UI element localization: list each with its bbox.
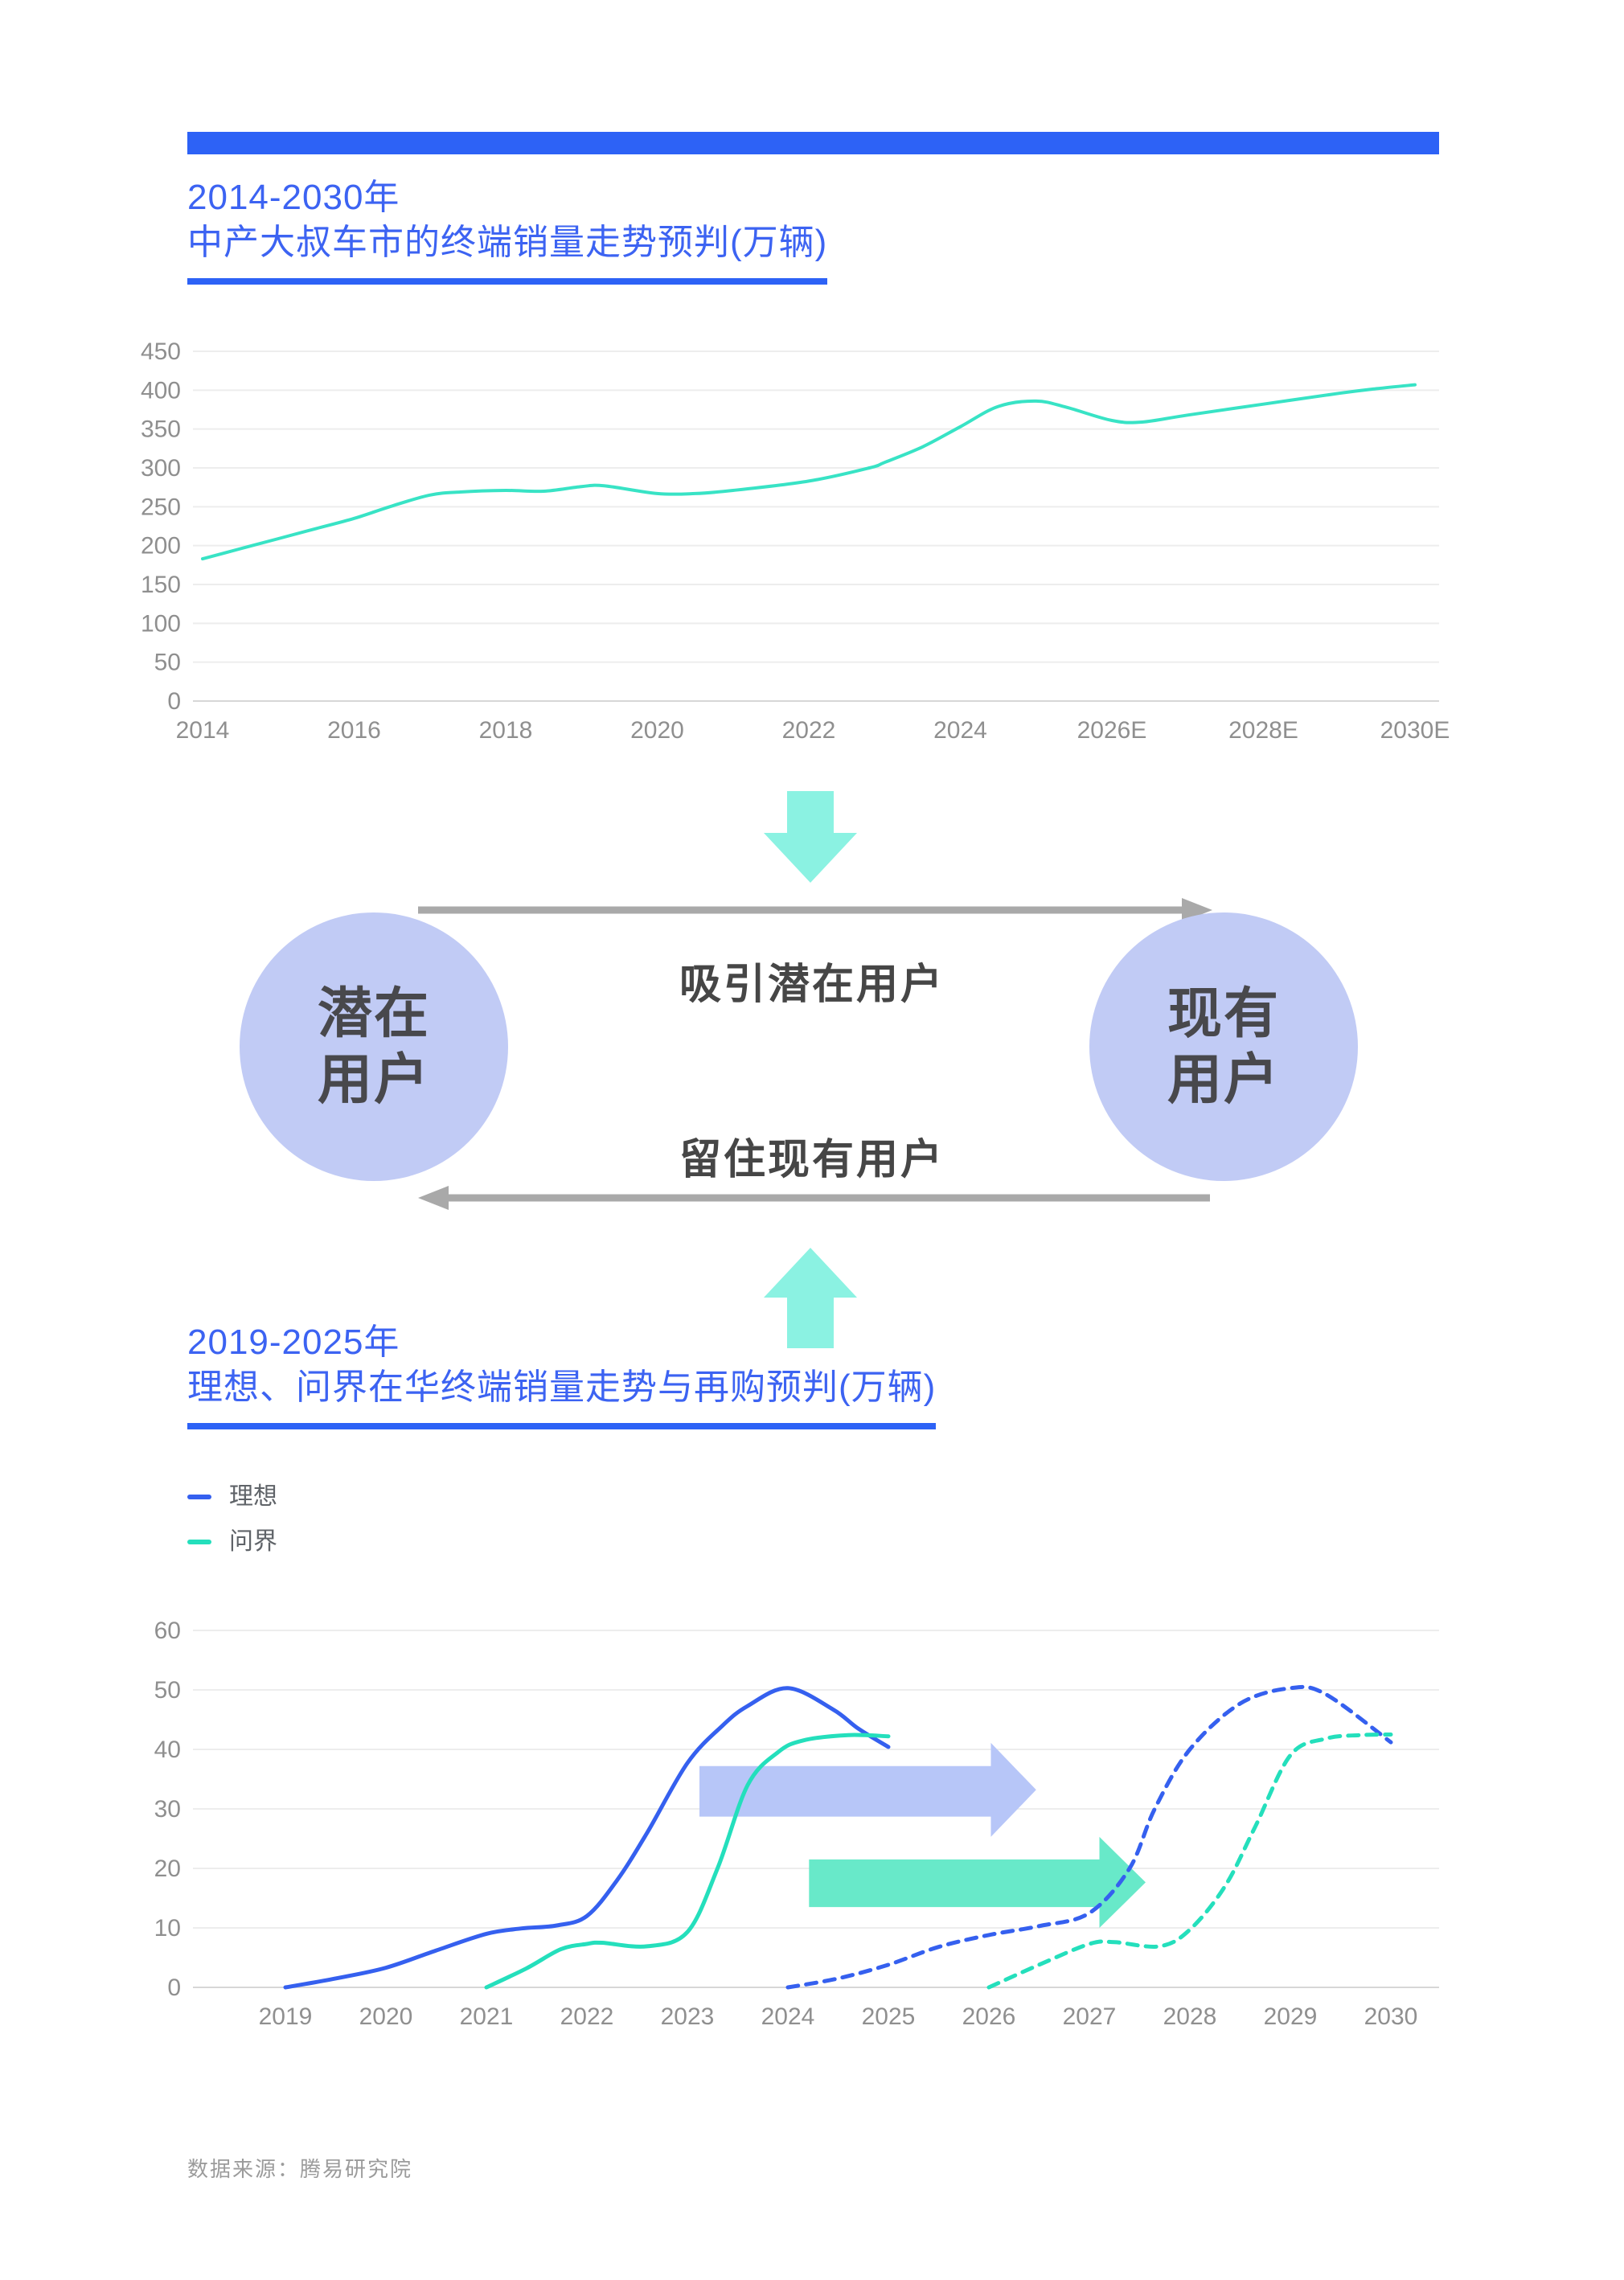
x-axis-label-2028E: 2028E [1228,717,1298,744]
y-axis-label-10: 10 [154,1915,181,1942]
x-axis-label-2020: 2020 [359,2003,413,2030]
x-axis-label-2026: 2026 [962,2003,1016,2030]
legend-item-lixiang: 理想 [187,1483,277,1511]
section2-title: 2019-2025年 理想、问界在华终端销量走势与再购预判(万辆) [187,1320,937,1429]
potential-users-label-line1: 潜在 [317,983,430,1044]
x-axis-label-2025: 2025 [862,2003,916,2030]
header-accent-bar [187,132,1439,154]
y-axis-label-0: 0 [167,1974,181,2001]
series-line-2-dashed [785,1684,1393,1990]
y-axis-label-50: 50 [154,650,181,676]
y-axis-label-50: 50 [154,1677,181,1704]
y-axis-label-250: 250 [141,494,181,520]
x-axis-label-2022: 2022 [560,2003,614,2030]
x-axis-label-2023: 2023 [661,2003,715,2030]
user-flow-diagram-arrows [418,791,1212,1348]
existing-users-circle: 现有 用户 [1089,912,1358,1181]
section2-title-underline [187,1423,937,1429]
section2-title-line2: 理想、问界在华终端销量走势与再购预判(万辆) [187,1368,937,1407]
retain-flow-arrowhead-icon [418,1186,449,1210]
y-axis-label-30: 30 [154,1796,181,1823]
x-axis-label-2019: 2019 [259,2003,313,2030]
lixiang-legend-label: 理想 [229,1483,277,1510]
potential-users-label-line2: 用户 [317,1049,430,1110]
x-axis-label-2024: 2024 [761,2003,815,2030]
section2-title-line1: 2019-2025年 [187,1322,400,1362]
x-axis-label-2016: 2016 [327,717,381,744]
x-axis-label-2030: 2030 [1364,2003,1418,2030]
x-axis-label-2024: 2024 [933,717,987,744]
y-axis-label-100: 100 [141,610,181,637]
wenjie-shift-arrow-icon [809,1836,1146,1928]
x-axis-label-2029: 2029 [1264,2003,1318,2030]
wenjie-legend-label: 问界 [229,1528,277,1555]
data-source-note: 数据来源：腾易研究院 [187,2157,413,2181]
section1-title-line1: 2014-2030年 [187,178,400,217]
existing-users-label-line1: 现有 [1167,983,1280,1044]
existing-users-label-line2: 用户 [1167,1049,1280,1110]
potential-users-circle: 潜在 用户 [240,912,508,1181]
y-axis-label-400: 400 [141,377,181,404]
y-axis-label-150: 150 [141,572,181,598]
sales-trend-chart: 0 50 100 150 200 250 300 350 400 450 2014 2016 2018 2… [141,338,1450,744]
series-line-0-solid [201,383,1417,561]
x-axis-label-2026E: 2026E [1077,717,1147,744]
y-axis-label-0: 0 [167,688,181,715]
section1-title: 2014-2030年 中产大叔车市的终端销量走势预判(万辆) [187,175,828,285]
x-axis-label-2028: 2028 [1163,2003,1217,2030]
x-axis-label-2030E: 2030E [1380,717,1450,744]
lixiang-shift-arrow-icon [699,1742,1036,1837]
legend-item-wenjie: 问界 [187,1528,277,1556]
x-axis-label-2020: 2020 [630,717,684,744]
series-line-1-solid [484,1733,891,1990]
y-axis-label-40: 40 [154,1737,181,1763]
section1-title-line2: 中产大叔车市的终端销量走势预判(万辆) [187,223,828,262]
y-axis-label-60: 60 [154,1618,181,1644]
retain-existing-users-label: 留住现有用户 [679,1137,945,1183]
y-axis-label-200: 200 [141,533,181,560]
x-axis-label-2027: 2027 [1063,2003,1117,2030]
series-line-3-dashed [986,1733,1393,1990]
lixiang-line-swatch [187,1495,211,1499]
up-arrow-icon [764,1248,857,1348]
y-axis-label-20: 20 [154,1856,181,1882]
down-arrow-icon [764,791,857,883]
y-axis-label-450: 450 [141,338,181,365]
x-axis-label-2018: 2018 [479,717,533,744]
section1-title-underline [187,278,828,285]
x-axis-label-2022: 2022 [782,717,836,744]
x-axis-label-2021: 2021 [460,2003,514,2030]
y-axis-label-350: 350 [141,416,181,443]
wenjie-line-swatch [187,1540,211,1544]
y-axis-label-300: 300 [141,455,181,482]
x-axis-label-2014: 2014 [176,717,230,744]
series-line-0-solid [283,1686,891,1990]
attract-potential-users-label: 吸引潜在用户 [679,962,945,1008]
